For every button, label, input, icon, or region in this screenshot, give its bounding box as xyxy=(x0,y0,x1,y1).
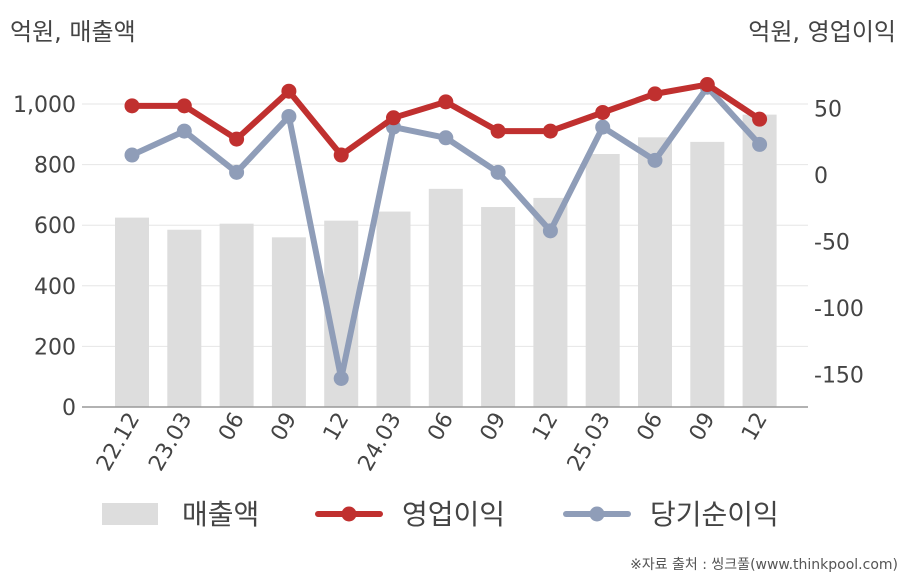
net-income-point xyxy=(124,147,140,163)
left-y-tick-label: 600 xyxy=(34,214,76,239)
net-income-point xyxy=(490,164,506,180)
operating-profit-point xyxy=(752,111,768,127)
left-y-tick-label: 1,000 xyxy=(13,93,76,118)
revenue-bar xyxy=(271,237,306,407)
left-y-tick-label: 200 xyxy=(34,335,76,360)
legend-label: 당기순이익 xyxy=(650,498,779,531)
x-tick-label: 06 xyxy=(423,409,459,446)
x-tick-label: 23.03 xyxy=(144,409,197,476)
revenue-bar xyxy=(742,114,777,407)
left-y-tick-label: 0 xyxy=(62,396,76,421)
operating-profit-point xyxy=(542,123,558,139)
revenue-bar xyxy=(638,137,672,407)
legend-label: 영업이익 xyxy=(402,498,505,531)
left-y-tick-label: 400 xyxy=(34,275,76,300)
x-tick-label: 09 xyxy=(476,408,512,445)
operating-profit-point xyxy=(438,94,454,110)
right-axis-unit-label: 억원, 영업이익 xyxy=(748,18,896,46)
x-tick-label: 12 xyxy=(319,409,355,446)
net-income-point xyxy=(647,152,663,168)
operating-profit-point xyxy=(647,86,663,102)
legend-label: 매출액 xyxy=(182,498,259,531)
right-y-tick-label: -50 xyxy=(814,231,850,256)
operating-profit-point xyxy=(229,131,245,147)
revenue-bar xyxy=(481,207,516,407)
right-y-tick-label: 0 xyxy=(814,164,828,189)
revenue-bar xyxy=(376,211,411,407)
net-income-point xyxy=(438,130,454,146)
operating-profit-point xyxy=(699,77,715,93)
legend: 매출액 영업이익 당기순이익 xyxy=(102,498,779,531)
x-tick-label: 24.03 xyxy=(354,409,407,476)
revenue-bar xyxy=(585,153,620,407)
x-tick-label: 06 xyxy=(214,409,250,446)
operating-profit-point xyxy=(281,83,297,99)
net-income-point xyxy=(281,108,297,124)
operating-profit-point xyxy=(386,110,401,126)
right-y-tick-label: -100 xyxy=(814,297,864,322)
revenue-bar xyxy=(219,223,254,407)
legend-swatch-marker xyxy=(589,506,605,522)
net-income-point xyxy=(176,123,192,139)
revenue-bar xyxy=(428,188,463,407)
right-y-tick-label: -150 xyxy=(814,364,864,389)
line-layer xyxy=(124,77,768,386)
x-tick-label: 12 xyxy=(528,409,564,446)
operating-profit-point xyxy=(124,98,140,114)
operating-profit-point xyxy=(333,147,349,163)
net-income-point xyxy=(752,136,768,152)
revenue-bar xyxy=(167,229,202,407)
x-tick-label: 25.03 xyxy=(563,409,616,476)
source-credit: ※자료 출처 : 씽크풀(www.thinkpool.com) xyxy=(630,557,898,573)
x-tick-label: 22.12 xyxy=(92,409,145,476)
revenue-bar xyxy=(115,217,149,407)
net-income-point xyxy=(229,164,245,180)
operating-profit-point xyxy=(490,123,506,139)
bar-layer xyxy=(115,114,777,407)
left-axis-unit-label: 억원, 매출액 xyxy=(10,18,136,46)
net-income-point xyxy=(542,223,558,239)
right-y-tick-label: 50 xyxy=(814,98,842,123)
legend-swatch-revenue xyxy=(102,503,158,525)
net-income-point xyxy=(333,370,349,386)
x-tick-label: 12 xyxy=(737,409,773,446)
legend-swatch-marker xyxy=(341,506,357,522)
x-tick-label: 09 xyxy=(685,409,721,446)
x-tick-label: 09 xyxy=(266,409,302,446)
x-tick-label: 06 xyxy=(633,409,669,446)
left-y-tick-label: 800 xyxy=(34,154,76,179)
net-income-point xyxy=(595,119,611,135)
operating-profit-point xyxy=(176,98,192,114)
operating-profit-point xyxy=(595,104,611,120)
revenue-bar xyxy=(690,141,725,407)
